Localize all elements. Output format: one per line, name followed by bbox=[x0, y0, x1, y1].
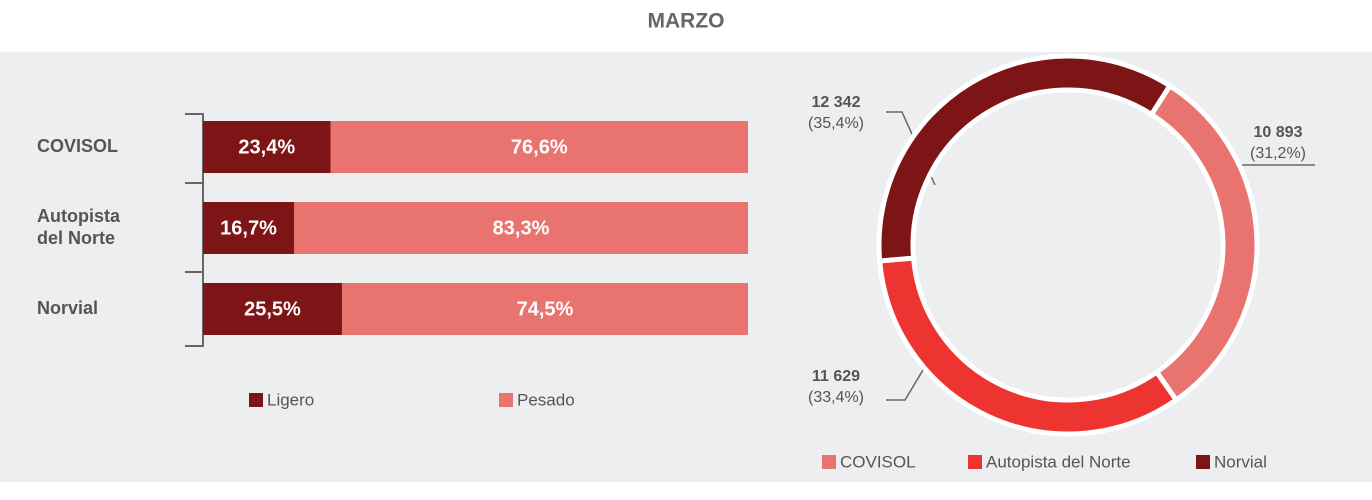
bar-segment bbox=[294, 202, 748, 254]
legend-label: Autopista del Norte bbox=[986, 452, 1131, 471]
legend-label: Norvial bbox=[1214, 452, 1267, 471]
data-label: 23,4% bbox=[238, 136, 295, 158]
percentage-label: (33,4%) bbox=[808, 389, 864, 406]
bar-segment bbox=[341, 283, 748, 335]
legend-label: COVISOL bbox=[840, 452, 916, 471]
percentage-label: (31,2%) bbox=[1250, 145, 1306, 162]
y-tick-label: Autopista del Norte bbox=[37, 206, 121, 248]
value-label: 11 629 bbox=[812, 368, 860, 385]
data-label: 83,3% bbox=[493, 217, 550, 239]
bar-segment bbox=[203, 202, 295, 254]
data-label: 25,5% bbox=[244, 298, 301, 320]
y-tick-label: Norvial bbox=[37, 298, 98, 318]
data-label: 16,7% bbox=[220, 217, 277, 239]
legend-swatch bbox=[249, 393, 263, 407]
bar-segment bbox=[203, 283, 342, 335]
value-label: 10 893 bbox=[1254, 124, 1303, 141]
data-label: 76,6% bbox=[511, 136, 568, 158]
donut-segment bbox=[876, 53, 1174, 264]
legend-swatch bbox=[968, 455, 982, 469]
legend-label: Ligero bbox=[267, 390, 314, 409]
legend-swatch bbox=[822, 455, 836, 469]
legend-swatch bbox=[499, 393, 513, 407]
legend-label: Pesado bbox=[517, 390, 575, 409]
value-label: 12 342 bbox=[812, 94, 861, 111]
bar-segment bbox=[203, 121, 331, 173]
data-label: 74,5% bbox=[517, 298, 574, 320]
bar-segment bbox=[330, 121, 748, 173]
percentage-label: (35,4%) bbox=[808, 115, 864, 132]
y-tick-label: COVISOL bbox=[37, 136, 118, 156]
legend-swatch bbox=[1196, 455, 1210, 469]
chart-title: MARZO bbox=[648, 10, 725, 33]
